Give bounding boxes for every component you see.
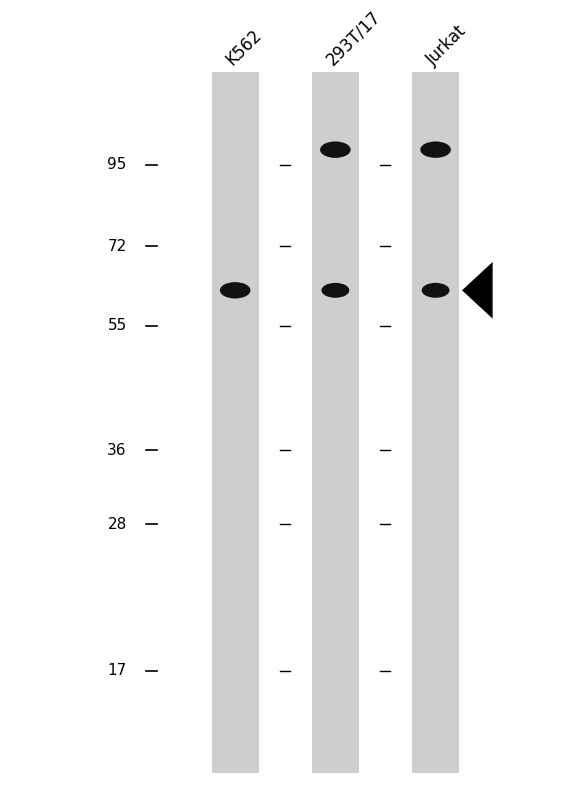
- Ellipse shape: [420, 142, 451, 158]
- Text: 17: 17: [107, 663, 127, 678]
- Text: K562: K562: [223, 26, 265, 69]
- Ellipse shape: [421, 283, 450, 298]
- Text: 28: 28: [107, 517, 127, 532]
- Text: 293T/17: 293T/17: [323, 7, 384, 69]
- Text: Jurkat: Jurkat: [423, 22, 470, 69]
- Polygon shape: [462, 262, 493, 318]
- Bar: [211, 73, 259, 774]
- Text: 95: 95: [107, 158, 127, 172]
- Ellipse shape: [320, 142, 351, 158]
- Bar: [312, 73, 359, 774]
- Bar: [412, 73, 459, 774]
- Ellipse shape: [321, 283, 349, 298]
- Text: 72: 72: [107, 239, 127, 254]
- Ellipse shape: [220, 282, 250, 298]
- Text: 36: 36: [107, 442, 127, 458]
- Text: 55: 55: [107, 318, 127, 333]
